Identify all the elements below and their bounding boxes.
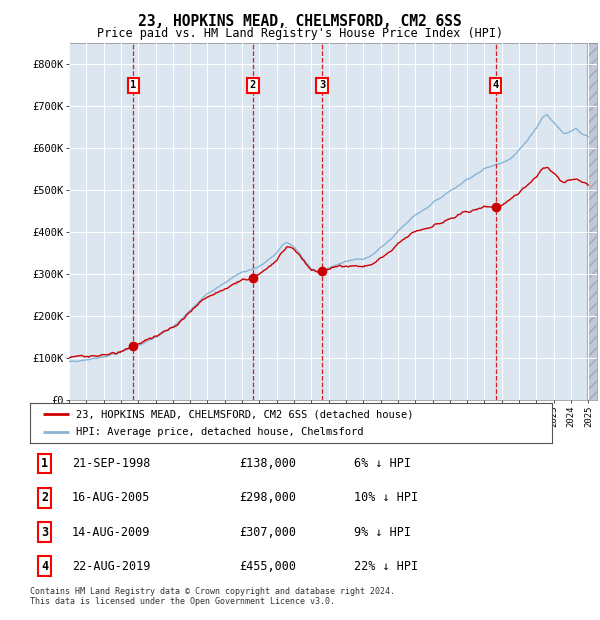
Text: £455,000: £455,000 <box>239 560 296 573</box>
Text: £138,000: £138,000 <box>239 457 296 470</box>
Text: 23, HOPKINS MEAD, CHELMSFORD, CM2 6SS: 23, HOPKINS MEAD, CHELMSFORD, CM2 6SS <box>138 14 462 29</box>
Text: 9% ↓ HPI: 9% ↓ HPI <box>353 526 410 539</box>
Text: Contains HM Land Registry data © Crown copyright and database right 2024.
This d: Contains HM Land Registry data © Crown c… <box>30 587 395 606</box>
Text: 14-AUG-2009: 14-AUG-2009 <box>72 526 150 539</box>
Text: £307,000: £307,000 <box>239 526 296 539</box>
Text: Price paid vs. HM Land Registry's House Price Index (HPI): Price paid vs. HM Land Registry's House … <box>97 27 503 40</box>
Text: 1: 1 <box>41 457 48 470</box>
Text: 22-AUG-2019: 22-AUG-2019 <box>72 560 150 573</box>
Text: 3: 3 <box>41 526 48 539</box>
Text: 1: 1 <box>130 81 137 91</box>
Text: 4: 4 <box>41 560 48 573</box>
Text: HPI: Average price, detached house, Chelmsford: HPI: Average price, detached house, Chel… <box>76 427 364 437</box>
Text: 2: 2 <box>250 81 256 91</box>
Text: 21-SEP-1998: 21-SEP-1998 <box>72 457 150 470</box>
Text: 10% ↓ HPI: 10% ↓ HPI <box>353 491 418 504</box>
Bar <box>587 43 597 400</box>
Text: 16-AUG-2005: 16-AUG-2005 <box>72 491 150 504</box>
Text: 3: 3 <box>319 81 325 91</box>
Bar <box>587 43 597 400</box>
Text: 4: 4 <box>493 81 499 91</box>
Text: £298,000: £298,000 <box>239 491 296 504</box>
Text: 22% ↓ HPI: 22% ↓ HPI <box>353 560 418 573</box>
Text: 2: 2 <box>41 491 48 504</box>
Text: 6% ↓ HPI: 6% ↓ HPI <box>353 457 410 470</box>
Text: 23, HOPKINS MEAD, CHELMSFORD, CM2 6SS (detached house): 23, HOPKINS MEAD, CHELMSFORD, CM2 6SS (d… <box>76 409 413 419</box>
